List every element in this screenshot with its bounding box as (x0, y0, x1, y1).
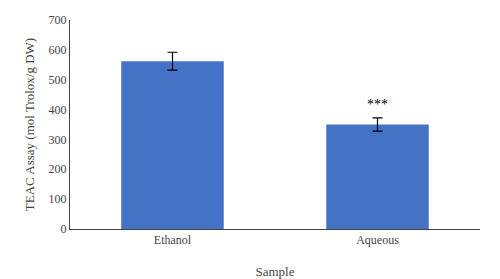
svg-text:***: *** (367, 97, 388, 112)
svg-text:Ethanol: Ethanol (154, 233, 192, 247)
svg-text:300: 300 (49, 133, 67, 147)
svg-text:Sample: Sample (256, 264, 295, 279)
svg-text:100: 100 (49, 192, 67, 206)
svg-text:600: 600 (49, 43, 67, 57)
svg-text:200: 200 (49, 162, 67, 176)
svg-text:0: 0 (61, 222, 67, 236)
svg-text:500: 500 (49, 73, 67, 87)
svg-text:400: 400 (49, 103, 67, 117)
svg-text:Aqueous: Aqueous (356, 233, 399, 247)
svg-text:700: 700 (49, 13, 67, 27)
svg-text:TEAC Assay (mol Trolox/g DW): TEAC Assay (mol Trolox/g DW) (22, 38, 37, 211)
